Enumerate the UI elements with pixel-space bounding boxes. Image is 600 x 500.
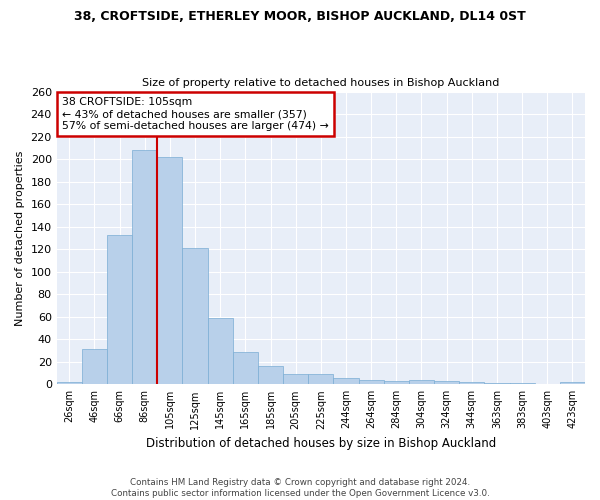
Bar <box>560 382 585 384</box>
Y-axis label: Number of detached properties: Number of detached properties <box>15 150 25 326</box>
Bar <box>334 378 359 384</box>
Bar <box>283 374 308 384</box>
Bar <box>107 234 132 384</box>
Bar <box>409 380 434 384</box>
Bar <box>132 150 157 384</box>
Bar <box>308 374 334 384</box>
Bar <box>233 352 258 384</box>
Text: Contains HM Land Registry data © Crown copyright and database right 2024.
Contai: Contains HM Land Registry data © Crown c… <box>110 478 490 498</box>
Text: 38 CROFTSIDE: 105sqm
← 43% of detached houses are smaller (357)
57% of semi-deta: 38 CROFTSIDE: 105sqm ← 43% of detached h… <box>62 98 329 130</box>
Bar <box>182 248 208 384</box>
Bar <box>509 383 535 384</box>
Bar <box>434 381 459 384</box>
Bar <box>359 380 384 384</box>
X-axis label: Distribution of detached houses by size in Bishop Auckland: Distribution of detached houses by size … <box>146 437 496 450</box>
Bar <box>484 383 509 384</box>
Title: Size of property relative to detached houses in Bishop Auckland: Size of property relative to detached ho… <box>142 78 500 88</box>
Bar <box>157 157 182 384</box>
Bar <box>459 382 484 384</box>
Bar <box>82 350 107 384</box>
Bar <box>384 381 409 384</box>
Bar <box>208 318 233 384</box>
Text: 38, CROFTSIDE, ETHERLEY MOOR, BISHOP AUCKLAND, DL14 0ST: 38, CROFTSIDE, ETHERLEY MOOR, BISHOP AUC… <box>74 10 526 23</box>
Bar <box>258 366 283 384</box>
Bar <box>56 382 82 384</box>
